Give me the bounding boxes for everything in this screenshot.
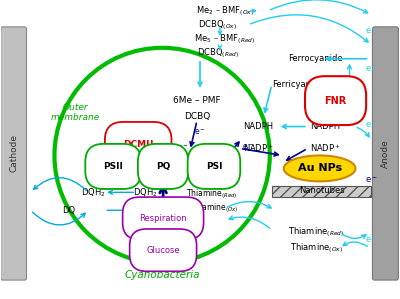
Text: PSII: PSII [103,162,123,171]
Text: PSI: PSI [206,162,222,171]
Text: Nanotubes: Nanotubes [299,186,344,195]
Text: FNR: FNR [324,96,347,106]
Text: Respiration: Respiration [139,214,187,223]
Text: DCBQ$_{(Ox)}$: DCBQ$_{(Ox)}$ [198,18,237,32]
Text: Thiamine$_{(Ox)}$: Thiamine$_{(Ox)}$ [190,202,238,215]
Text: DQH$_2$: DQH$_2$ [133,186,158,199]
Text: DQH$_2$: DQH$_2$ [81,186,106,199]
Text: Anode: Anode [381,139,390,168]
Text: e$^-$: e$^-$ [365,26,378,36]
Text: NADP$^+$: NADP$^+$ [310,143,341,154]
Bar [272,186,372,197]
Ellipse shape [284,155,356,181]
Text: e$^-$: e$^-$ [194,128,206,137]
Text: e$^-$: e$^-$ [365,235,378,245]
Text: DQ: DQ [62,206,75,215]
Text: Me$_2$ – BMF$_{(Ox)}$: Me$_2$ – BMF$_{(Ox)}$ [196,4,254,18]
Text: e$^-$: e$^-$ [177,144,189,153]
Text: e$^-$: e$^-$ [365,64,378,74]
Text: DCBQ$_{(Red)}$: DCBQ$_{(Red)}$ [197,46,239,60]
Text: e$^-$: e$^-$ [224,148,236,157]
Text: e$^-$: e$^-$ [172,176,184,185]
Text: e$^-$: e$^-$ [242,143,254,152]
Text: Au NPs: Au NPs [298,164,342,173]
Text: Thiamine$_{(Red)}$: Thiamine$_{(Red)}$ [288,225,345,239]
Text: e$^-$: e$^-$ [157,234,169,243]
Text: Glucose: Glucose [146,246,180,255]
Text: NADP$^+$: NADP$^+$ [243,143,274,154]
Text: 6Me – PMF: 6Me – PMF [173,96,221,105]
Text: e$^-$: e$^-$ [365,121,378,130]
Text: Cyanobacteria: Cyanobacteria [124,270,200,280]
Text: Cathode: Cathode [9,135,18,173]
Text: DQ: DQ [124,206,137,215]
Text: Outer
membrane: Outer membrane [51,103,100,122]
Text: DCBQ: DCBQ [184,112,210,121]
Text: Thiamine$_{(Ox)}$: Thiamine$_{(Ox)}$ [290,241,343,255]
Text: Me$_5$ – BMF$_{(Red)}$: Me$_5$ – BMF$_{(Red)}$ [194,32,256,46]
FancyBboxPatch shape [372,27,398,280]
Text: Thiamine$_{(Red)}$: Thiamine$_{(Red)}$ [186,187,238,201]
Text: Ferricyanide: Ferricyanide [272,80,324,89]
Text: Ferrocyanide: Ferrocyanide [288,54,342,63]
Text: e$^-$: e$^-$ [228,168,240,177]
Text: NADPH: NADPH [243,122,273,131]
Text: NADPH: NADPH [310,122,340,131]
FancyBboxPatch shape [1,27,26,280]
Text: PQ: PQ [156,162,170,171]
Text: e$^-$: e$^-$ [365,176,378,185]
Text: DCMU: DCMU [123,140,154,149]
